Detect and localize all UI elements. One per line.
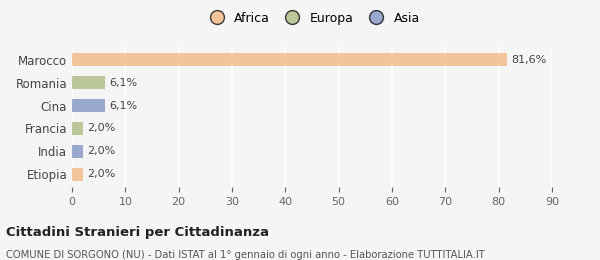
- Text: 2,0%: 2,0%: [87, 124, 115, 133]
- Bar: [72, 76, 104, 89]
- Bar: [72, 168, 83, 181]
- Bar: [72, 99, 104, 112]
- Text: 81,6%: 81,6%: [511, 55, 547, 64]
- Bar: [72, 145, 83, 158]
- Bar: [72, 122, 83, 135]
- Text: 6,1%: 6,1%: [109, 101, 137, 110]
- Text: 6,1%: 6,1%: [109, 77, 137, 88]
- Text: 2,0%: 2,0%: [87, 146, 115, 157]
- Text: COMUNE DI SORGONO (NU) - Dati ISTAT al 1° gennaio di ogni anno - Elaborazione TU: COMUNE DI SORGONO (NU) - Dati ISTAT al 1…: [6, 250, 485, 259]
- Text: Cittadini Stranieri per Cittadinanza: Cittadini Stranieri per Cittadinanza: [6, 226, 269, 239]
- Legend: Africa, Europa, Asia: Africa, Europa, Asia: [200, 8, 424, 29]
- Bar: [72, 53, 507, 66]
- Text: 2,0%: 2,0%: [87, 170, 115, 179]
